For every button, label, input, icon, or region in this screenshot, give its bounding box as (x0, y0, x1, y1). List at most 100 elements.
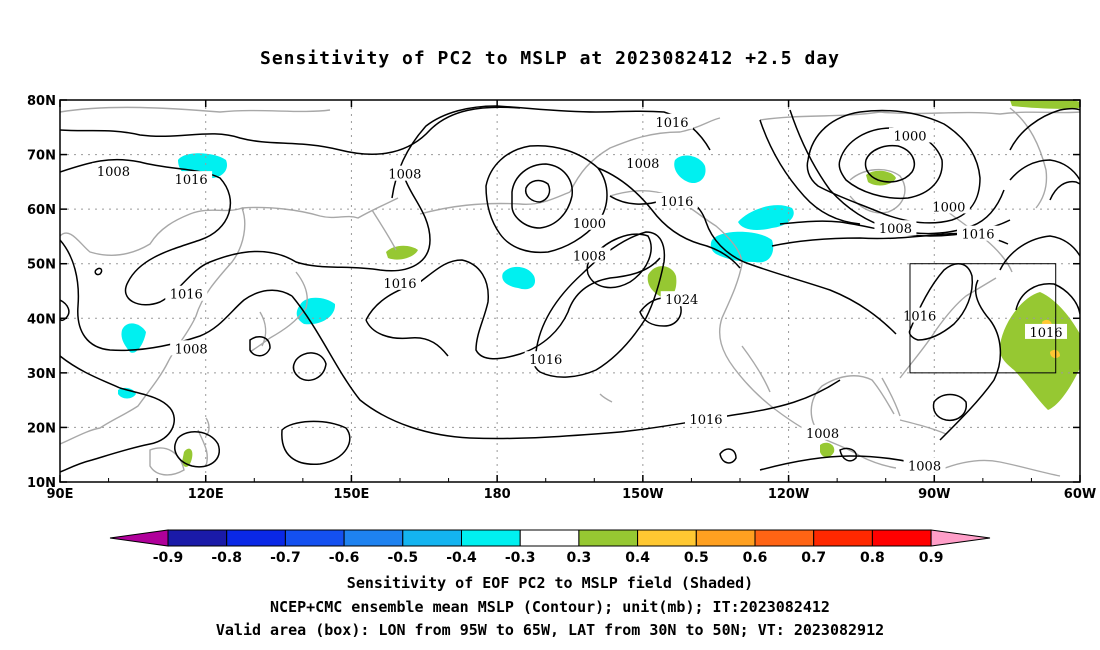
shade-cyan-canada-west (710, 231, 774, 263)
coast-hawaii (599, 393, 613, 403)
contour-1016-atl-low (932, 393, 967, 422)
contour-1008-bering-outer (391, 105, 711, 199)
colorbar-box (754, 529, 815, 547)
contour-low-wpac (281, 420, 351, 465)
coast-greenland (1009, 107, 1048, 209)
contour-1016-pacific-high (365, 257, 661, 360)
coast-japan (249, 271, 308, 353)
coast-okhotsk (241, 197, 399, 219)
colorbar-box (637, 529, 697, 547)
contour-label-bg (655, 192, 698, 208)
shade-green-kamchatka (386, 245, 418, 260)
coast-east-asia (60, 207, 246, 445)
colorbar-tick-label: 0.5 (684, 550, 709, 566)
contour-labels: 1016 1008 1008 1016 1008 1000 1016 1000 1000 1008… (92, 113, 1067, 475)
contour-label: 1008 (97, 165, 130, 180)
lat-tick-label: 80N (27, 94, 56, 109)
contour-label: 1008 (879, 222, 912, 237)
contour-1000-canada (806, 109, 981, 224)
colorbar-tick-label: 0.3 (566, 550, 591, 566)
contour-1016-pacific-inner (365, 319, 449, 357)
colorbar-tick-label: 0.4 (625, 550, 650, 566)
contour-1016-asia (60, 158, 431, 306)
caption-shaded: Sensitivity of EOF PC2 to MSLP field (Sh… (346, 574, 754, 592)
caption-contour: NCEP+CMC ensemble mean MSLP (Contour); u… (270, 598, 830, 616)
colorbar-labels: -0.9 -0.8 -0.7 -0.6 -0.5 -0.4 -0.3 0.3 0.4 0.5 0.6… (153, 550, 944, 566)
contour-label: 1000 (573, 217, 606, 232)
contour-label-bg (621, 154, 664, 170)
contour-1008-far-west (94, 267, 103, 276)
lon-tick-label: 90W (918, 487, 950, 502)
shade-cyan-gulf-alaska (674, 155, 706, 184)
contour-1016-far-east (1049, 180, 1080, 201)
contour-label-bg (874, 220, 917, 236)
contour-label: 1016 (903, 310, 936, 325)
contour-1008-siberia-low (60, 299, 70, 322)
contour-label: 1008 (626, 157, 659, 172)
shade-cyan-pacific (502, 266, 536, 290)
lon-tick-label: 120W (768, 487, 809, 502)
colorbar-tick-label: 0.7 (801, 550, 826, 566)
colorbar-box (519, 529, 580, 547)
shade-green-atlantic (999, 292, 1080, 410)
contour-label: 1008 (573, 250, 606, 265)
coast-west-us (718, 263, 777, 411)
coast-borneo (149, 447, 185, 476)
contour-low-philippines (174, 431, 221, 468)
colorbar-box (343, 529, 404, 547)
colorbar-tick-label: -0.3 (505, 550, 536, 566)
sensitivity-shading (118, 100, 1080, 467)
contour-label-bg (898, 307, 941, 323)
contour-label: 1016 (175, 173, 208, 188)
axis-ticks (59, 99, 1081, 483)
colorbar-tick-label: -0.5 (387, 550, 418, 566)
colorbar-tick-label: -0.8 (211, 550, 242, 566)
lat-tick-label: 20N (27, 421, 56, 436)
colorbar-box (226, 529, 286, 547)
coast-canada-arctic (759, 111, 1080, 121)
contour-label: 1008 (806, 427, 839, 442)
contour-1008-tropics-low (839, 447, 857, 462)
contour-1016-us (743, 261, 897, 335)
contour-1024-high (532, 231, 666, 378)
contour-low-sea-of-japan (249, 335, 271, 357)
coastlines (60, 106, 1080, 477)
contour-label-bg (92, 162, 135, 178)
colorbar-box (284, 529, 345, 547)
contour-1024-high-small (586, 233, 652, 289)
contour-1016-atlantic-east (999, 235, 1080, 271)
main-title: Sensitivity of PC2 to MSLP at 2023082412… (259, 48, 840, 69)
colorbar-box (695, 529, 756, 547)
contour-1016-east-us-loop (908, 263, 974, 341)
contour-label: 1016 (961, 228, 994, 243)
contour-label-bg (660, 291, 703, 307)
colorbar-tick-label: -0.4 (446, 550, 477, 566)
contour-label-bg (903, 457, 946, 473)
contour-label-bg (379, 274, 421, 290)
contour-1000-canada-outer (759, 119, 861, 225)
contour-label-bg (170, 171, 213, 187)
contour-label: 1016 (383, 277, 416, 292)
contour-label-bg (1025, 323, 1067, 339)
plot-frame (59, 99, 1081, 483)
contour-1008-atlantic (1009, 107, 1080, 151)
contour-992-bering-low (524, 179, 551, 203)
lat-tick-label: 40N (27, 312, 56, 327)
contour-label-bg (801, 424, 844, 440)
colorbar-tick-label: -0.9 (153, 550, 184, 566)
coast-south-america (939, 459, 1061, 477)
shade-cyan-china (121, 323, 146, 353)
contour-label-bg (889, 127, 931, 143)
contour-label: 1008 (908, 460, 941, 475)
contour-label: 1016 (1029, 326, 1062, 341)
coast-cuba (899, 419, 947, 435)
colorbar-tick-label: -0.6 (329, 550, 360, 566)
coast-philippines (197, 429, 208, 467)
coast-florida (881, 377, 901, 417)
contour-1008-central-am (719, 448, 737, 464)
coast-kamchatka (371, 209, 397, 251)
lat-tick-label: 70N (27, 149, 56, 164)
shade-orange-atlantic-2 (1050, 349, 1060, 359)
shade-cyan-canada-north (738, 205, 794, 230)
